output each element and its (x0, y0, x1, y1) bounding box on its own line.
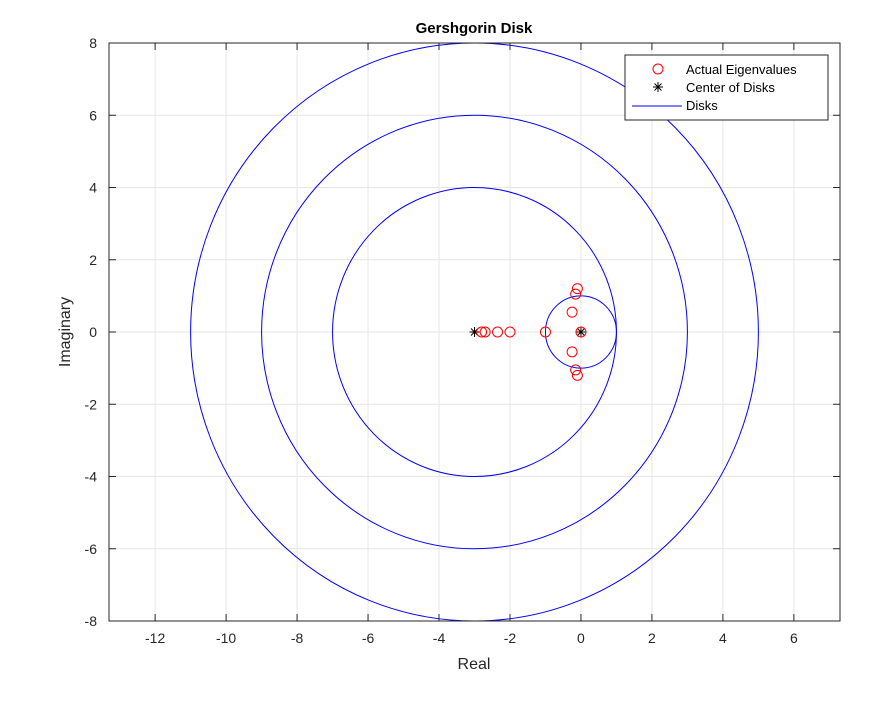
y-tick-label: -6 (85, 541, 98, 557)
legend: Actual Eigenvalues Center of Disks Disks (624, 54, 829, 121)
eigenvalue-point (570, 288, 582, 300)
x-tick-label: 4 (719, 630, 727, 646)
eigenvalue-point (492, 326, 504, 338)
ticks: -12 -10 -8 -6 -4 -2 0 2 4 6 -8 -6 -4 -2 0 2 4 6 8 (85, 35, 840, 646)
x-tick-label: 0 (577, 630, 585, 646)
x-axis-label: Real (458, 656, 491, 673)
y-tick-label: -2 (85, 396, 98, 412)
y-tick-label: 2 (89, 252, 97, 268)
eigenvalue-point (570, 364, 582, 376)
x-tick-label: -6 (362, 630, 375, 646)
gershgorin-disk (190, 43, 759, 621)
y-tick-label: -8 (85, 613, 98, 629)
x-tick-label: -4 (433, 630, 446, 646)
x-tick-label: -12 (145, 630, 165, 646)
data-layer (190, 43, 759, 621)
x-tick-label: -8 (291, 630, 304, 646)
chart-title: Gershgorin Disk (416, 20, 533, 37)
disk-center-point (575, 327, 586, 337)
legend-item-eigenvalues: Actual Eigenvalues (652, 62, 797, 77)
eigenvalue-point (539, 326, 551, 338)
legend-center-marker (653, 82, 663, 92)
legend-centers-label: Center of Disks (686, 80, 775, 95)
eigenvalue-point (566, 306, 578, 318)
x-tick-label: 6 (790, 630, 798, 646)
legend-eigenvalue-marker (652, 63, 664, 75)
eigenvalue-point (476, 326, 488, 338)
eigenvalue-point (575, 326, 587, 338)
legend-disks-label: Disks (686, 98, 718, 113)
eigenvalue-point (479, 326, 491, 338)
legend-eigenvalues-label: Actual Eigenvalues (686, 62, 797, 77)
legend-item-centers: Center of Disks (653, 80, 775, 95)
x-tick-label: 2 (648, 630, 656, 646)
gershgorin-disk (261, 114, 688, 550)
eigenvalue-point (571, 369, 583, 381)
y-axis-label: Imaginary (57, 297, 74, 367)
y-tick-label: 0 (89, 324, 97, 340)
eigenvalue-point (571, 283, 583, 295)
x-tick-label: -2 (504, 630, 517, 646)
gershgorin-disk (544, 295, 617, 369)
y-tick-label: -4 (85, 469, 98, 485)
x-tick-label: -10 (216, 630, 236, 646)
eigenvalue-point (566, 346, 578, 358)
y-tick-label: 4 (89, 180, 97, 196)
legend-item-disks: Disks (632, 98, 718, 113)
y-tick-label: 6 (89, 107, 97, 123)
eigenvalue-point (504, 326, 516, 338)
y-tick-label: 8 (89, 35, 97, 51)
